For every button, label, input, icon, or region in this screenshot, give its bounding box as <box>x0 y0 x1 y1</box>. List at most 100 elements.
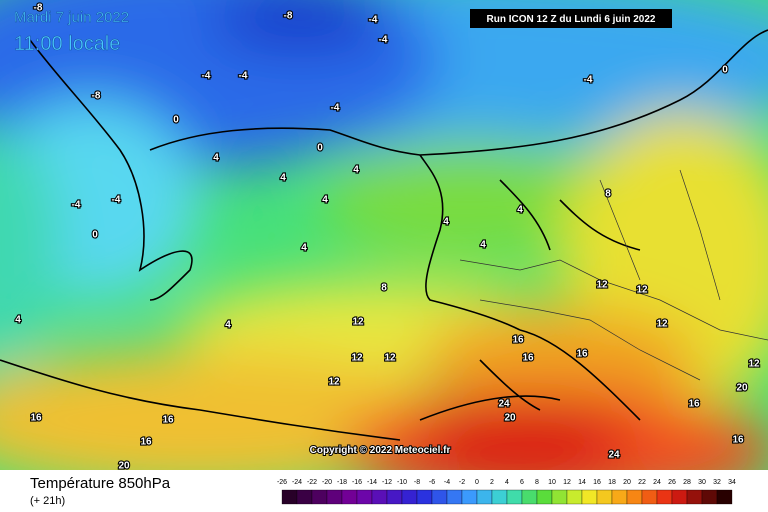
isotherm-label: 4 <box>517 205 523 216</box>
scale-label: -18 <box>337 479 347 486</box>
scale-label: -14 <box>367 479 377 486</box>
scale-label: -16 <box>352 479 362 486</box>
isotherm-label: 0 <box>173 115 179 126</box>
isotherm-label: 16 <box>512 335 524 346</box>
scale-swatch <box>566 489 583 505</box>
isotherm-label: 8 <box>605 189 611 200</box>
scale-swatch <box>446 489 463 505</box>
scale-label: 0 <box>475 479 479 486</box>
scale-label: 14 <box>578 479 586 486</box>
isotherm-label: 4 <box>213 153 219 164</box>
scale-swatch <box>701 489 718 505</box>
isotherm-label: -4 <box>331 103 340 114</box>
scale-label: -8 <box>414 479 420 486</box>
isotherm-label: 0 <box>92 230 98 241</box>
isotherm-label: 0 <box>722 65 728 76</box>
scale-label: 4 <box>505 479 509 486</box>
scale-label: -10 <box>397 479 407 486</box>
scale-swatch <box>416 489 433 505</box>
scale-swatch <box>296 489 313 505</box>
isotherm-label: 8 <box>381 283 387 294</box>
isotherm-label: 12 <box>351 353 363 364</box>
scale-label: -24 <box>292 479 302 486</box>
isotherm-label: -4 <box>112 195 121 206</box>
scale-label: 24 <box>653 479 661 486</box>
isotherm-label: -4 <box>584 75 593 86</box>
lead-time: (+ 21h) <box>30 495 65 507</box>
isotherm-label: -4 <box>239 71 248 82</box>
scale-label: 18 <box>608 479 616 486</box>
isotherm-label: 4 <box>15 315 21 326</box>
isotherm-label: 4 <box>225 320 231 331</box>
scale-swatch <box>431 489 448 505</box>
date: Mardi 7 juin 2022 <box>14 9 129 26</box>
isotherm-label: 4 <box>322 195 328 206</box>
isotherm-label: 12 <box>384 353 396 364</box>
isotherm-label: 4 <box>443 217 449 228</box>
isotherm-label: 4 <box>280 173 286 184</box>
scale-swatch <box>341 489 358 505</box>
scale-swatch <box>521 489 538 505</box>
scale-swatch <box>671 489 688 505</box>
scale-swatch <box>626 489 643 505</box>
scale-label: -22 <box>307 479 317 486</box>
borders <box>459 169 768 381</box>
scale-label: 16 <box>593 479 601 486</box>
isotherm-label: 16 <box>140 437 152 448</box>
scale-label: 30 <box>698 479 706 486</box>
isotherm-label: -4 <box>202 71 211 82</box>
isotherm-label: 20 <box>118 461 130 472</box>
isotherm-label: 16 <box>522 353 534 364</box>
isotherm-label: 12 <box>352 317 364 328</box>
scale-swatch <box>551 489 568 505</box>
scale-label: 20 <box>623 479 631 486</box>
isotherm-label: 16 <box>162 415 174 426</box>
scale-label: -26 <box>277 479 287 486</box>
scale-swatch <box>656 489 673 505</box>
scale-swatch <box>506 489 523 505</box>
isotherm-label: 16 <box>30 413 42 424</box>
parameter: Température 850hPa <box>30 475 171 492</box>
scale-swatch <box>686 489 703 505</box>
coastlines <box>0 29 768 441</box>
scale-swatch <box>281 489 298 505</box>
isotherm-label: 20 <box>736 383 748 394</box>
scale-label: -20 <box>322 479 332 486</box>
isotherm-label: 16 <box>732 435 744 446</box>
scale-label: 10 <box>548 479 556 486</box>
isotherm-label: -8 <box>34 3 43 14</box>
scale-swatch <box>461 489 478 505</box>
scale-swatch <box>491 489 508 505</box>
isotherm-label: 16 <box>688 399 700 410</box>
scale-swatch <box>581 489 598 505</box>
scale-label: 28 <box>683 479 691 486</box>
isotherm-label: 24 <box>608 450 620 461</box>
scale-swatch <box>371 489 388 505</box>
scale-label: 22 <box>638 479 646 486</box>
scale-label: -4 <box>444 479 450 486</box>
scale-label: -6 <box>429 479 435 486</box>
scale-label: 34 <box>728 479 736 486</box>
scale-swatch <box>401 489 418 505</box>
isotherm-label: 4 <box>480 240 486 251</box>
isotherm-label: 4 <box>301 243 307 254</box>
isotherm-label: 16 <box>576 349 588 360</box>
scale-label: 32 <box>713 479 721 486</box>
isotherm-label: 24 <box>498 399 510 410</box>
scale-label: -12 <box>382 479 392 486</box>
scale-swatch <box>716 489 733 505</box>
scale-swatch <box>596 489 613 505</box>
scale-swatch <box>386 489 403 505</box>
isotherm-label: -8 <box>284 11 293 22</box>
scale-swatch <box>641 489 658 505</box>
isotherm-label: 12 <box>596 280 608 291</box>
scale-swatch <box>476 489 493 505</box>
isotherm-label: -4 <box>72 200 81 211</box>
scale-label: 12 <box>563 479 571 486</box>
isotherm-label: 0 <box>317 143 323 154</box>
isotherm-label: 12 <box>328 377 340 388</box>
isotherm-label: 12 <box>636 285 648 296</box>
scale-label: 6 <box>520 479 524 486</box>
